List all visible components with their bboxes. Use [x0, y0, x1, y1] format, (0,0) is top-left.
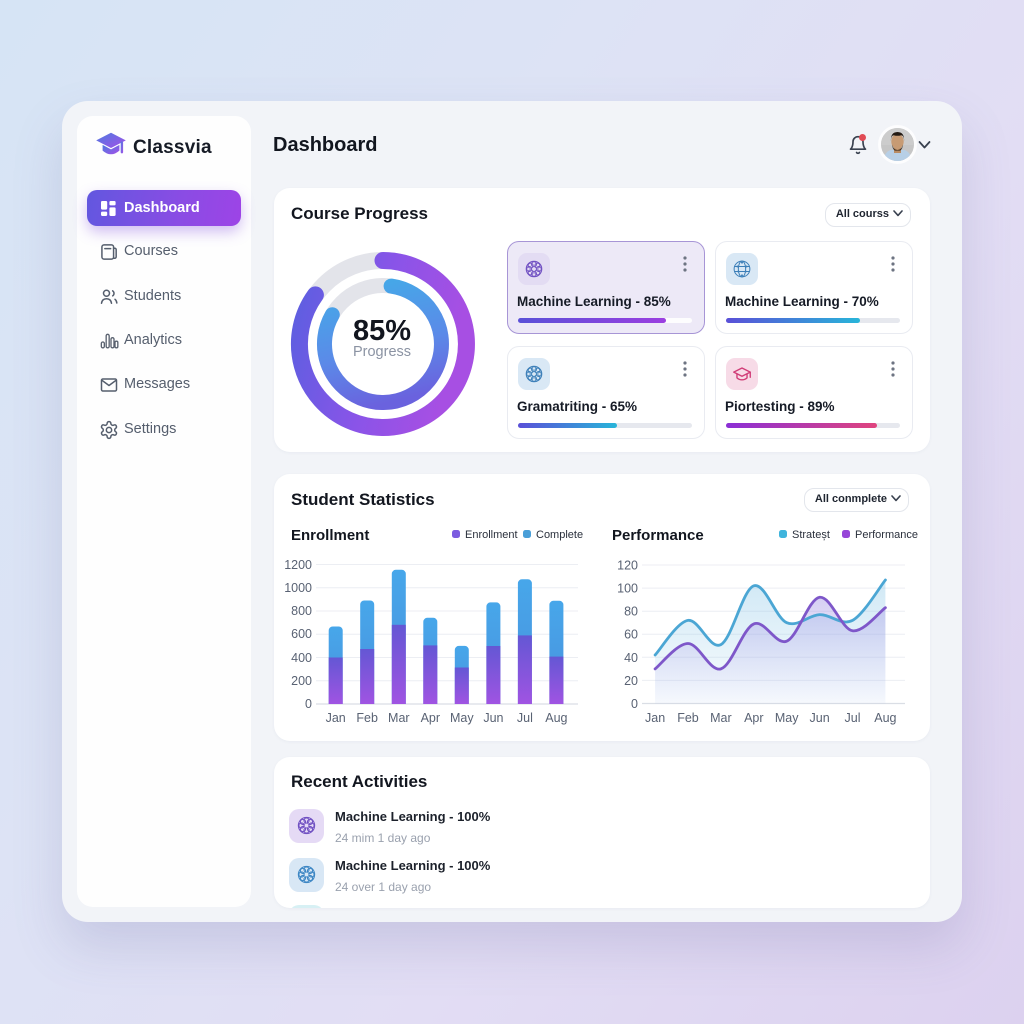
- svg-text:Jul: Jul: [517, 711, 533, 725]
- svg-text:Jun: Jun: [810, 711, 830, 725]
- svg-text:Aug: Aug: [874, 711, 896, 725]
- svg-text:100: 100: [617, 582, 638, 596]
- svg-text:120: 120: [617, 559, 638, 573]
- svg-text:Jan: Jan: [326, 711, 346, 725]
- svg-text:20: 20: [624, 674, 638, 688]
- svg-text:200: 200: [291, 674, 312, 688]
- svg-text:Jun: Jun: [483, 711, 503, 725]
- svg-text:1200: 1200: [284, 558, 312, 572]
- svg-text:Aug: Aug: [545, 711, 567, 725]
- svg-text:60: 60: [624, 628, 638, 642]
- svg-text:0: 0: [305, 697, 312, 711]
- svg-text:600: 600: [291, 627, 312, 641]
- svg-text:400: 400: [291, 651, 312, 665]
- svg-text:80: 80: [624, 605, 638, 619]
- svg-text:May: May: [775, 711, 799, 725]
- svg-text:Mar: Mar: [710, 711, 732, 725]
- svg-text:40: 40: [624, 651, 638, 665]
- svg-text:Apr: Apr: [421, 711, 440, 725]
- svg-text:1000: 1000: [284, 581, 312, 595]
- svg-text:800: 800: [291, 604, 312, 618]
- svg-text:Feb: Feb: [356, 711, 378, 725]
- svg-text:Jan: Jan: [645, 711, 665, 725]
- svg-text:Feb: Feb: [677, 711, 699, 725]
- svg-text:Mar: Mar: [388, 711, 410, 725]
- svg-text:May: May: [450, 711, 474, 725]
- svg-text:Apr: Apr: [744, 711, 763, 725]
- svg-text:Jul: Jul: [845, 711, 861, 725]
- svg-text:0: 0: [631, 697, 638, 711]
